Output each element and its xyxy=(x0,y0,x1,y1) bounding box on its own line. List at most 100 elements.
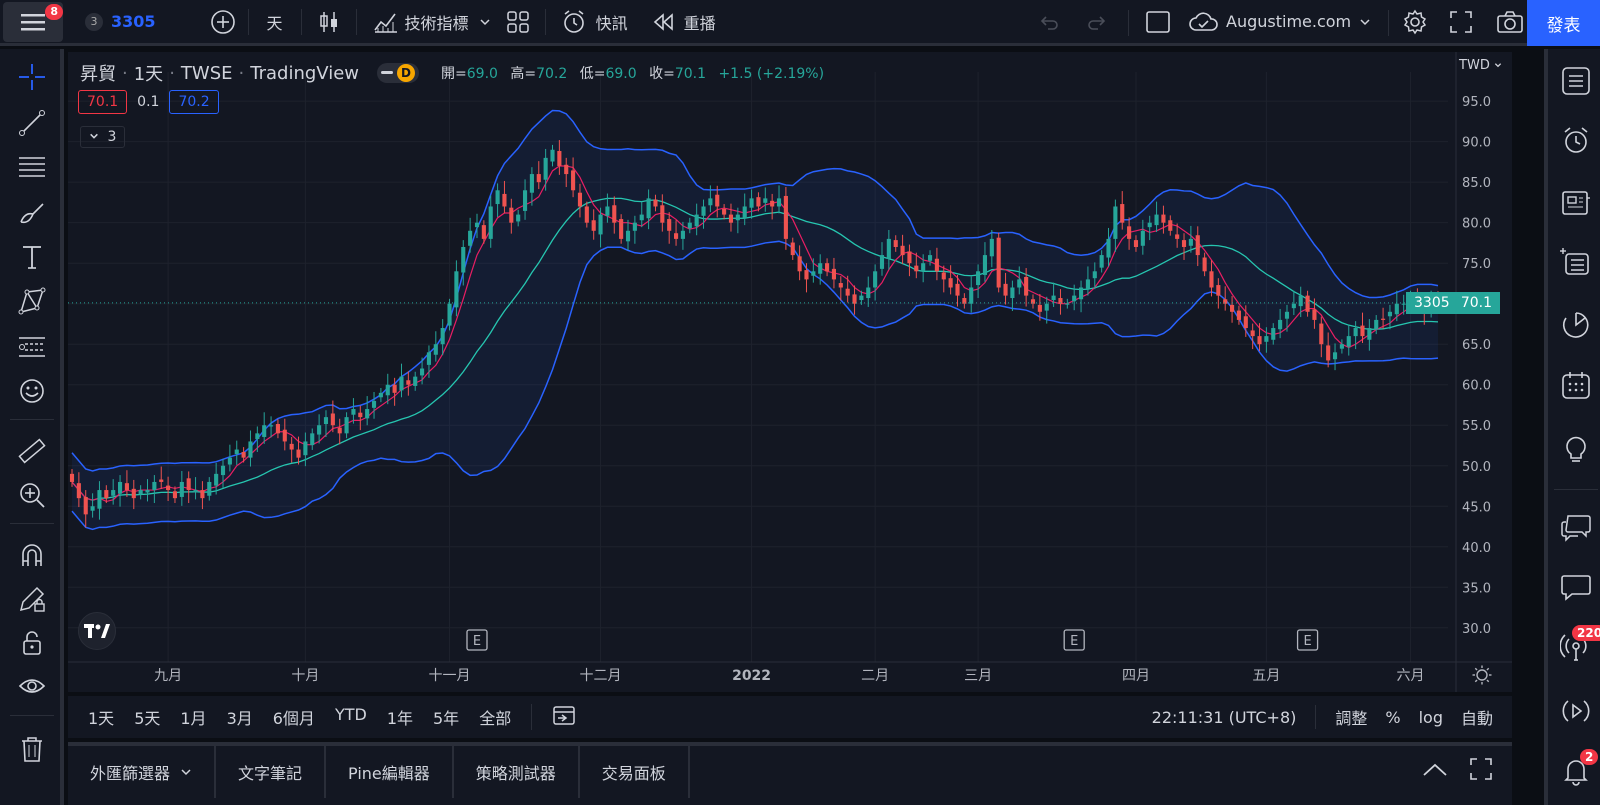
candle-body xyxy=(941,272,946,280)
range-button[interactable]: 5年 xyxy=(433,709,460,728)
signal-button[interactable] xyxy=(1560,695,1592,727)
collapsed-count: 3 xyxy=(107,129,117,145)
remove-tool[interactable] xyxy=(16,733,48,765)
compare-button[interactable] xyxy=(202,0,244,45)
symbol-search-button[interactable]: 3 3305 xyxy=(77,0,164,45)
percent-button[interactable]: % xyxy=(1385,707,1401,727)
alerts-button[interactable] xyxy=(1560,125,1592,157)
maximize-panel-button[interactable] xyxy=(1470,758,1492,784)
separator xyxy=(1315,705,1317,729)
icon-tool[interactable] xyxy=(16,375,48,407)
account-button[interactable]: Augustime.com xyxy=(1180,0,1379,45)
candle-body xyxy=(1339,344,1344,349)
brush-tool[interactable] xyxy=(16,197,48,229)
delay-toggle[interactable]: D xyxy=(377,63,420,83)
fullscreen-button[interactable] xyxy=(1442,0,1480,45)
indicators-icon xyxy=(373,13,397,33)
tab-screener[interactable]: 外匯篩選器 xyxy=(68,746,217,798)
streams-button[interactable]: 220 xyxy=(1560,625,1600,663)
range-button[interactable]: 1天 xyxy=(88,709,115,728)
notifications-button[interactable]: 2 xyxy=(1560,749,1599,787)
undo-button[interactable] xyxy=(1030,0,1068,45)
text-tool[interactable] xyxy=(16,241,48,273)
candle-body xyxy=(1257,336,1262,345)
watchlist-button[interactable] xyxy=(1560,65,1592,97)
candle-body xyxy=(639,214,644,221)
interval-button[interactable]: 天 xyxy=(266,13,283,33)
text-icon xyxy=(23,246,41,269)
earnings-marker-label: E xyxy=(1303,634,1311,649)
data-window-button[interactable] xyxy=(1560,187,1592,219)
adjust-button[interactable]: 調整 xyxy=(1335,709,1368,728)
separator xyxy=(10,715,54,716)
range-button[interactable]: 3月 xyxy=(226,709,253,728)
earnings-marker-label: E xyxy=(473,634,481,649)
range-button[interactable]: 1月 xyxy=(180,709,207,728)
y-tick-label: 80.0 xyxy=(1462,217,1491,232)
lock-tool[interactable] xyxy=(16,627,48,659)
prediction-tool[interactable] xyxy=(16,331,48,363)
fib-tool[interactable] xyxy=(16,151,48,183)
top-toolbar: 8 3 3305 天 技術指標 快訊 xyxy=(0,0,1600,46)
ask-price[interactable]: 70.2 xyxy=(169,90,219,114)
bid-price[interactable]: 70.1 xyxy=(78,90,128,114)
indicators-label: 技術指標 xyxy=(404,13,469,33)
price-chart[interactable]: 95.090.085.080.075.070.065.060.055.050.0… xyxy=(68,52,1512,692)
pattern-tool[interactable] xyxy=(16,285,48,317)
range-button[interactable]: 全部 xyxy=(479,709,512,728)
layout-button[interactable] xyxy=(1138,0,1178,45)
tab-strategy-tester[interactable]: 策略測試器 xyxy=(454,746,580,798)
ideas-button[interactable] xyxy=(1560,433,1592,465)
tradingview-logo[interactable] xyxy=(78,612,116,650)
close-value: 70.1 xyxy=(674,66,706,82)
hide-tool[interactable] xyxy=(16,671,48,703)
collapse-panel-button[interactable] xyxy=(1422,762,1448,782)
replay-button[interactable]: 重播 xyxy=(640,0,728,45)
range-button[interactable]: 6個月 xyxy=(272,709,315,728)
range-button[interactable]: 5天 xyxy=(134,709,161,728)
legend-separator: · xyxy=(238,62,245,84)
chats-button[interactable] xyxy=(1560,511,1592,543)
tab-trading-panel[interactable]: 交易面板 xyxy=(580,746,690,798)
indicators-collapse-button[interactable]: 3 xyxy=(80,126,126,148)
auto-button[interactable]: 自動 xyxy=(1460,709,1493,728)
candle-body xyxy=(1264,336,1269,342)
magnet-tool[interactable] xyxy=(16,539,48,571)
trend-line-tool[interactable] xyxy=(16,107,48,139)
chart-type-button[interactable] xyxy=(306,0,352,45)
private-chats-button[interactable] xyxy=(1560,571,1592,603)
snapshot-button[interactable] xyxy=(1488,0,1532,45)
main-menu-button[interactable]: 8 xyxy=(3,1,63,42)
measure-tool[interactable] xyxy=(16,435,48,467)
pie-clock-icon xyxy=(1562,312,1589,338)
goto-date-button[interactable] xyxy=(542,704,586,730)
hotlists-button[interactable] xyxy=(1560,247,1592,279)
redo-button[interactable] xyxy=(1078,0,1116,45)
candle-body xyxy=(1387,311,1393,317)
chevron-up-icon xyxy=(1423,763,1447,776)
candle-body xyxy=(1113,206,1118,239)
crosshair-tool[interactable] xyxy=(16,61,48,93)
clock[interactable]: 22:11:31 (UTC+8) xyxy=(1151,707,1297,727)
candle-body xyxy=(83,496,88,515)
range-button[interactable]: 1年 xyxy=(386,709,413,728)
stay-drawing-tool[interactable] xyxy=(16,583,48,615)
log-button[interactable]: log xyxy=(1418,707,1443,727)
currency-selector[interactable]: TWD xyxy=(1459,58,1502,73)
publish-button[interactable]: 發表 xyxy=(1527,0,1600,46)
layouts-button[interactable] xyxy=(495,0,541,45)
range-button[interactable]: YTD xyxy=(334,705,367,724)
tab-label: 文字筆記 xyxy=(238,764,303,783)
news-icon xyxy=(1562,191,1590,215)
indicators-button[interactable]: 技術指標 xyxy=(361,0,475,45)
calendar-button[interactable] xyxy=(1560,369,1592,401)
zoom-tool[interactable] xyxy=(16,479,48,511)
candle-body xyxy=(262,425,267,437)
settings-button[interactable] xyxy=(1394,0,1436,45)
calendar-fire-button[interactable] xyxy=(1560,309,1592,341)
tab-text-notes[interactable]: 文字筆記 xyxy=(216,746,327,798)
tab-pine-editor[interactable]: Pine編輯器 xyxy=(326,746,454,798)
chart-pane[interactable]: 95.090.085.080.075.070.065.060.055.050.0… xyxy=(68,52,1512,692)
alert-button[interactable]: 快訊 xyxy=(550,0,640,45)
indicators-dropdown[interactable] xyxy=(475,0,495,45)
